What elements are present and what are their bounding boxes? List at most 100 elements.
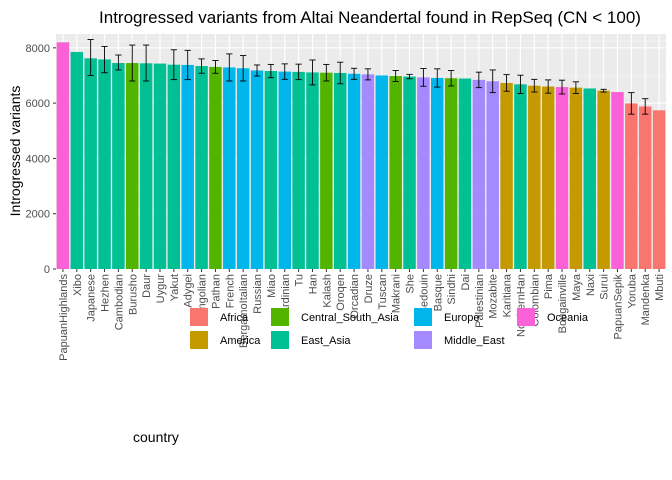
x-tick-label: Mandenka bbox=[640, 273, 652, 325]
error-bar-Russian bbox=[253, 64, 261, 77]
bar-Surui bbox=[597, 90, 610, 269]
error-bar-Pathan bbox=[212, 60, 219, 74]
bar-Maya bbox=[569, 87, 583, 270]
bar-Karitiana bbox=[500, 82, 513, 269]
x-tick-label: Druze bbox=[363, 274, 375, 303]
chart-title: Introgressed variants from Altai Neander… bbox=[99, 8, 641, 27]
bar-Mongolian bbox=[195, 66, 208, 269]
error-bar-Daur bbox=[142, 44, 150, 82]
bar-Uygur bbox=[153, 63, 167, 269]
x-tick-label: Mbuti bbox=[654, 274, 666, 301]
bar-Colombian bbox=[528, 85, 541, 269]
x-tick-label: Yoruba bbox=[626, 273, 638, 308]
error-bar-Sardinian bbox=[281, 63, 288, 80]
error-bar-Kalash bbox=[323, 63, 330, 82]
error-bar-Mongolian bbox=[198, 58, 205, 74]
y-tick-label: 4000 bbox=[26, 153, 50, 165]
y-axis-label: Introgressed variants bbox=[7, 86, 23, 217]
error-bar-Makrani bbox=[392, 70, 399, 83]
error-bar-Pima bbox=[545, 79, 552, 94]
bar-BergamoItalian bbox=[236, 68, 250, 270]
bar-Yoruba bbox=[625, 103, 638, 269]
x-tick-label: Surui bbox=[599, 274, 611, 300]
error-bar-Sindhi bbox=[447, 70, 455, 87]
y-tick-label: 8000 bbox=[26, 43, 50, 55]
bar-Kalash bbox=[320, 72, 333, 270]
x-tick-label: Orcadian bbox=[349, 274, 361, 319]
error-bar-NorthernHan bbox=[517, 74, 524, 94]
bar-Mandenka bbox=[638, 106, 652, 269]
error-bar-Karitiana bbox=[503, 74, 510, 92]
bar-Burusho bbox=[126, 63, 139, 269]
bar-Bougainville bbox=[555, 87, 569, 269]
bar-Naxi bbox=[583, 88, 596, 269]
x-tick-label: Maya bbox=[571, 273, 583, 301]
x-tick-label: Yakut bbox=[169, 274, 181, 301]
x-tick-label: Cambodian bbox=[113, 274, 125, 330]
bar-Dai bbox=[458, 78, 472, 269]
error-bar-Mozabite bbox=[489, 69, 496, 94]
bar-She bbox=[403, 76, 416, 269]
legend-item-Europe: Europe bbox=[414, 308, 479, 326]
error-bars bbox=[87, 39, 649, 115]
legend-label: America bbox=[220, 335, 261, 347]
legend-swatch bbox=[414, 331, 432, 349]
bar-Druze bbox=[361, 74, 375, 269]
legend-item-America: America bbox=[190, 331, 261, 349]
error-bar-Bougainville bbox=[558, 79, 566, 95]
error-bar-Palestinian bbox=[475, 71, 482, 89]
x-tick-label: Uygur bbox=[155, 274, 167, 304]
bar-Pathan bbox=[209, 66, 222, 270]
error-bar-Orcadian bbox=[350, 67, 358, 80]
error-bar-Japanese bbox=[87, 39, 94, 76]
x-tick-label: Japanese bbox=[86, 274, 98, 322]
legend-swatch bbox=[517, 308, 535, 326]
bars bbox=[56, 42, 666, 270]
x-tick-label: Karitiana bbox=[502, 273, 514, 317]
bar-Mbuti bbox=[652, 110, 666, 270]
error-bar-Colombian bbox=[531, 78, 538, 93]
legend-item-Middle_East: Middle_East bbox=[414, 331, 505, 349]
bar-Orcadian bbox=[347, 73, 361, 269]
bar-Sindhi bbox=[444, 78, 458, 269]
error-bar-Tu bbox=[295, 63, 302, 81]
legend-label: Central_South_Asia bbox=[301, 312, 400, 324]
bar-Mozabite bbox=[486, 81, 499, 269]
error-bar-Oroqen bbox=[337, 61, 344, 85]
x-tick-label: Dai bbox=[460, 274, 472, 291]
y-tick-label: 2000 bbox=[26, 209, 50, 221]
legend-label: Middle_East bbox=[444, 335, 505, 347]
x-tick-label: Basque bbox=[432, 274, 444, 311]
legend-label: Oceania bbox=[547, 312, 589, 324]
y-axis: 0 2000 4000 6000 8000 bbox=[26, 43, 56, 276]
legend-label: East_Asia bbox=[301, 335, 351, 347]
x-tick-label: Hezhen bbox=[100, 274, 112, 312]
legend-item-Africa: Africa bbox=[190, 308, 249, 326]
error-bar-Adygei bbox=[184, 49, 191, 81]
error-bar-Miao bbox=[267, 63, 275, 79]
error-bar-BergamoItalian bbox=[240, 55, 247, 82]
bar-Tuscan bbox=[375, 75, 389, 270]
x-tick-label: Xibo bbox=[72, 274, 84, 296]
bar-Russian bbox=[250, 70, 264, 270]
x-tick-label: Adygei bbox=[183, 274, 195, 308]
error-bar-Yoruba bbox=[628, 92, 635, 115]
bar-Bedouin bbox=[417, 77, 430, 269]
error-bar-Maya bbox=[572, 81, 580, 94]
y-tick-label: 6000 bbox=[26, 98, 50, 110]
bar-French bbox=[223, 67, 236, 269]
error-bar-Druze bbox=[364, 68, 372, 81]
x-tick-label: Oroqen bbox=[335, 274, 347, 311]
legend-swatch bbox=[271, 331, 289, 349]
legend-item-Central_South_Asia: Central_South_Asia bbox=[271, 308, 400, 326]
x-tick-label: Palestinian bbox=[474, 274, 486, 328]
bar-Basque bbox=[431, 77, 444, 269]
legend-swatch bbox=[271, 308, 289, 326]
x-tick-label: Naxi bbox=[585, 274, 597, 296]
bar-PapuanSepik bbox=[611, 92, 624, 269]
legend-label: Africa bbox=[220, 312, 249, 324]
bar-Pima bbox=[541, 86, 555, 269]
error-bar-Basque bbox=[434, 68, 441, 88]
x-tick-label: PapuanSepik bbox=[612, 274, 624, 340]
